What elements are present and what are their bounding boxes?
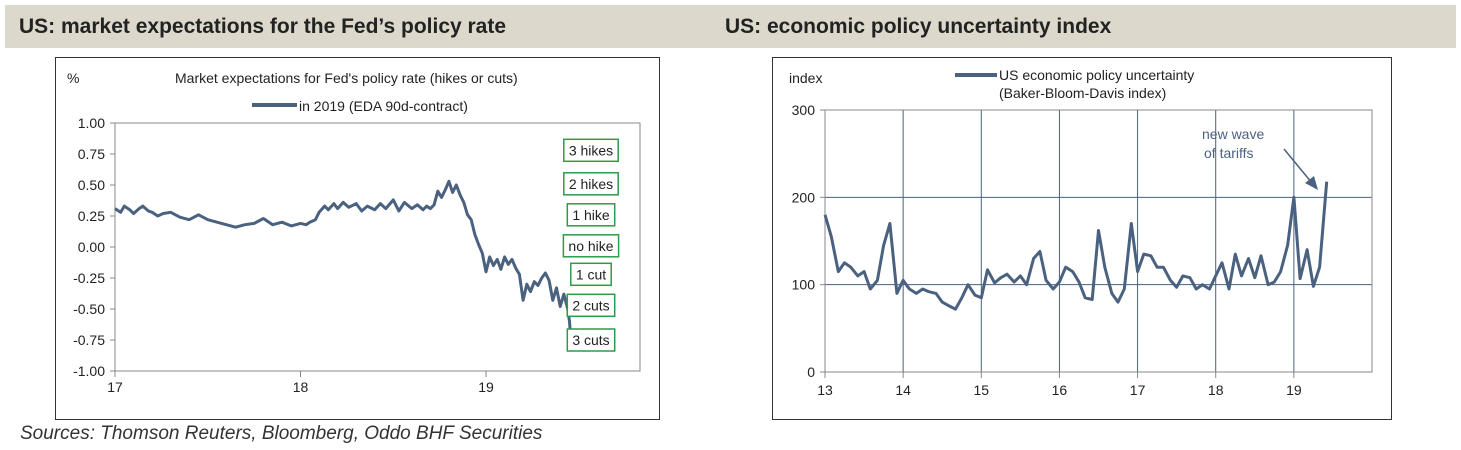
annotation-box: 2 cuts — [566, 293, 616, 318]
annotation-text-line1: new wave — [1202, 126, 1264, 142]
chart-frame — [772, 57, 1392, 420]
right-chart-title: US: economic policy uncertainty index — [725, 15, 1112, 38]
annotation-box: 3 cuts — [566, 328, 616, 352]
annotation-label: 1 hike — [572, 207, 610, 223]
annotation-arrow-shaft — [1283, 148, 1313, 184]
x-tick-label: 18 — [293, 379, 309, 395]
x-tick-label: 18 — [1208, 382, 1224, 398]
annotation-label: 3 hikes — [569, 142, 613, 158]
series-line-uncertainty — [823, 181, 1329, 311]
x-tick-label: 16 — [1052, 382, 1068, 398]
legend-label: in 2019 (EDA 90d-contract) — [299, 98, 468, 114]
left-chart-title: US: market expectations for the Fed’s po… — [19, 15, 507, 38]
annotation-label: 3 cuts — [572, 332, 609, 348]
annotation-frame — [566, 328, 616, 352]
y-tick-label: 0.25 — [78, 208, 105, 224]
chart-inner-title: Market expectations for Fed's policy rat… — [175, 70, 518, 86]
policy-uncertainty-chart: 0 100 200 300 13 14 15 16 17 18 19 index US economic… — [772, 57, 1392, 420]
plot-area — [114, 122, 641, 372]
y-tick-label: -0.50 — [73, 301, 105, 317]
y-tick-label: 300 — [792, 102, 816, 118]
header-bar: US: market expectations for the Fed’s po… — [5, 5, 1456, 48]
x-tick-label: 17 — [1130, 382, 1146, 398]
y-tick-label: 0 — [807, 364, 815, 380]
y-tick-label: 100 — [792, 277, 816, 293]
annotation-frame — [566, 203, 616, 227]
x-tick-label: 19 — [1286, 382, 1302, 398]
series-line-2019-expectations — [114, 179, 575, 351]
y-tick-label: 0.00 — [78, 239, 105, 255]
annotation-box: 3 hikes — [563, 138, 619, 163]
annotation-label: 2 hikes — [569, 176, 613, 192]
annotation-text-line2: of tariffs — [1204, 145, 1254, 161]
x-tick-label: 13 — [817, 382, 833, 398]
annotation-arrow-head — [1305, 176, 1318, 190]
annotation-label: 1 cut — [576, 266, 606, 282]
x-tick-label: 15 — [973, 382, 989, 398]
annotation-frame — [563, 138, 619, 163]
x-tick-label: 14 — [895, 382, 911, 398]
annotation-label: no hike — [568, 238, 613, 254]
y-tick-label: 1.00 — [78, 115, 105, 131]
plot-area — [824, 109, 1373, 373]
fed-policy-rate-chart: % Market expectations for Fed's policy ra… — [55, 57, 660, 420]
y-unit-label: index — [789, 70, 822, 86]
annotation-frame — [563, 172, 619, 196]
annotation-frame — [562, 234, 620, 258]
annotation-box: 2 hikes — [563, 172, 619, 196]
x-tick-label: 19 — [478, 379, 494, 395]
y-tick-label: -1.00 — [73, 363, 105, 379]
annotation-box: 1 hike — [566, 203, 616, 227]
annotation-frame — [570, 262, 612, 287]
chart-frame — [55, 57, 660, 420]
annotation-box: 1 cut — [570, 262, 612, 287]
y-tick-label: 0.50 — [78, 177, 105, 193]
source-note: Sources: Thomson Reuters, Bloomberg, Odd… — [20, 423, 543, 444]
y-tick-label: -0.75 — [73, 332, 105, 348]
annotation-box: no hike — [562, 234, 620, 258]
y-tick-label: -0.25 — [73, 270, 105, 286]
annotation-frame — [566, 293, 616, 318]
x-tick-label: 17 — [107, 379, 123, 395]
y-tick-label: 0.75 — [78, 146, 105, 162]
y-tick-label: 200 — [792, 189, 816, 205]
y-unit-label: % — [67, 70, 79, 86]
annotation-label: 2 cuts — [572, 297, 609, 313]
legend-label-line1: US economic policy uncertainty — [999, 67, 1194, 83]
legend-label-line2: (Baker-Bloom-Davis index) — [999, 85, 1166, 101]
